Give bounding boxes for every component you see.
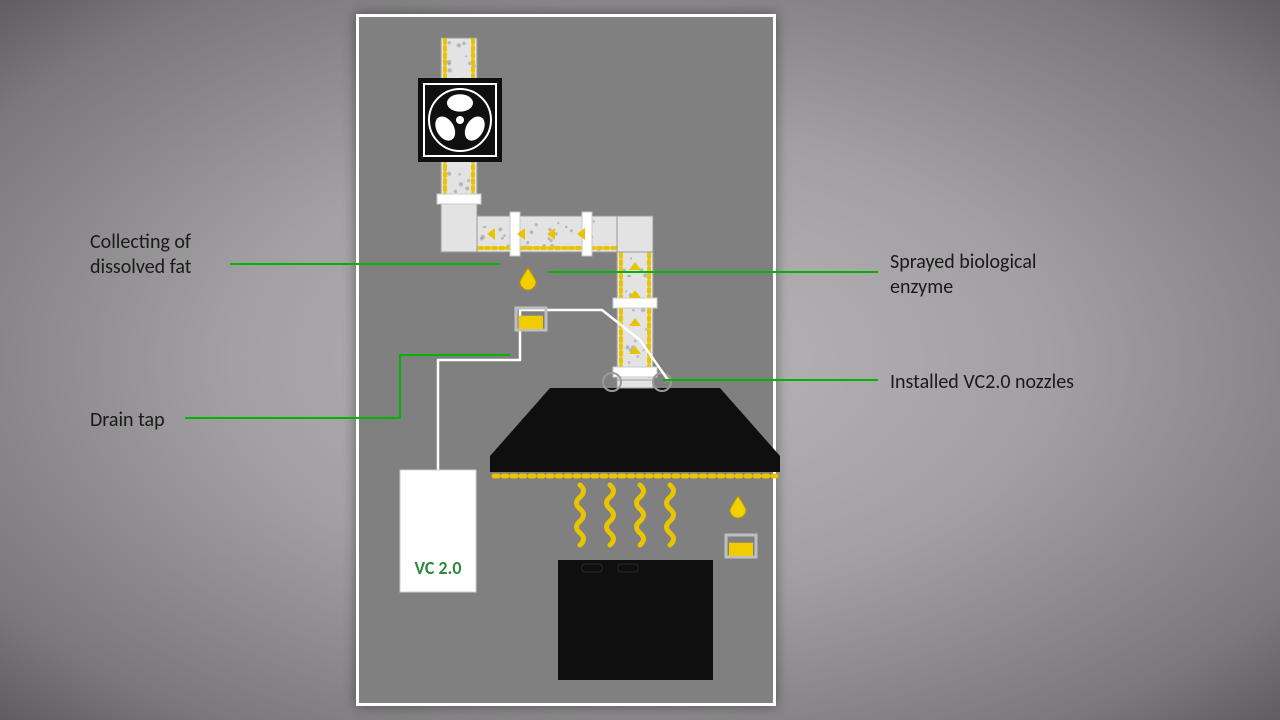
- label-vc-nozzles: Installed VC2.0 nozzles: [890, 370, 1074, 395]
- diagram-svg: VC 2.0: [0, 0, 1280, 720]
- label-drain-tap: Drain tap: [90, 408, 165, 433]
- stage: VC 2.0 Collecting of dissolved fat Drain…: [0, 0, 1280, 720]
- label-collecting-fat: Collecting of dissolved fat: [90, 230, 192, 280]
- svg-text:VC 2.0: VC 2.0: [414, 557, 461, 579]
- label-sprayed-enzyme: Sprayed biological enzyme: [890, 250, 1037, 300]
